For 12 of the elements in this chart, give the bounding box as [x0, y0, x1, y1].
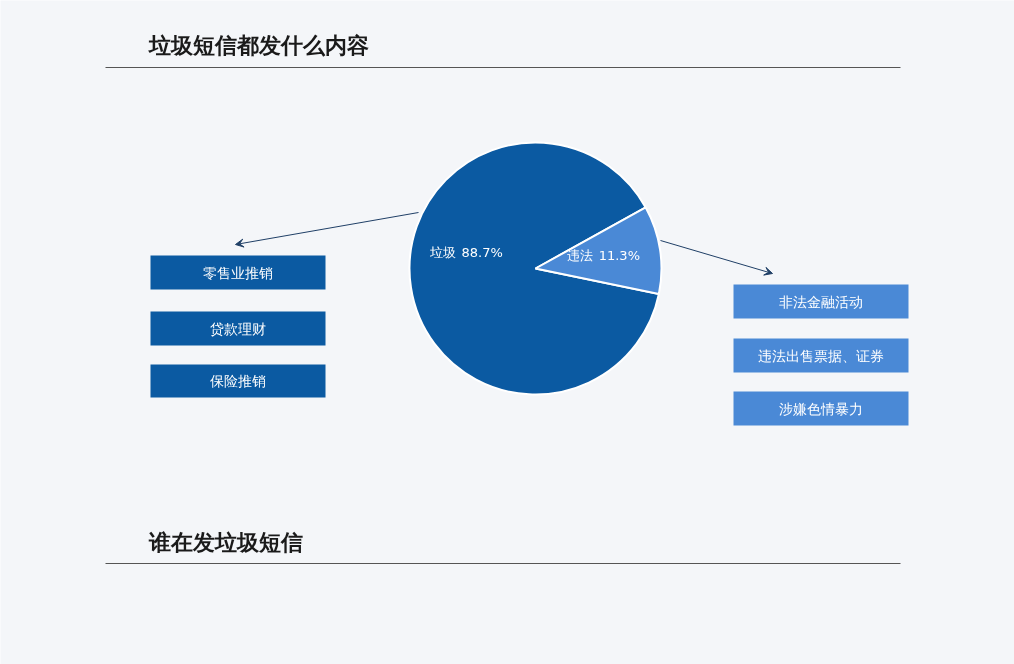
text: 谁在发垃圾短信	[147, 530, 303, 555]
text: 涉嫌色情暴力	[779, 400, 863, 417]
slice-label: 违法	[566, 247, 593, 263]
slice-label: 垃圾	[428, 245, 456, 260]
text: 零售业推销	[203, 264, 273, 281]
data-label: 11.3%	[598, 247, 641, 263]
chart-title: 垃圾短信都发什么内容	[147, 33, 369, 58]
text: 保险推销	[210, 373, 266, 389]
data-label: 88.7%	[461, 245, 503, 260]
text: 贷款理财	[210, 320, 266, 337]
text: 非法金融活动	[779, 293, 863, 310]
text: 违法出售票据、证券	[758, 347, 884, 364]
